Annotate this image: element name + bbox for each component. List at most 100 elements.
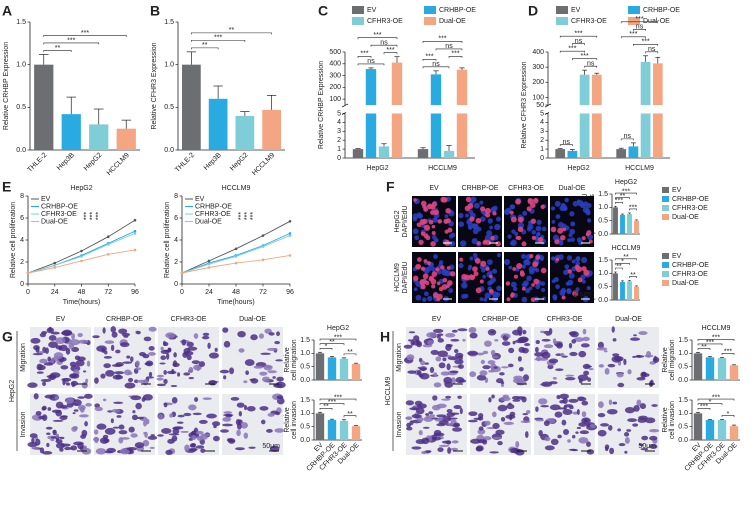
legend-swatch bbox=[662, 253, 669, 259]
nucleus bbox=[511, 229, 516, 234]
stained-cell bbox=[59, 436, 65, 440]
stained-cell bbox=[138, 352, 147, 357]
stained-cell bbox=[518, 367, 524, 372]
nucleus bbox=[490, 276, 497, 283]
nucleus bbox=[458, 212, 464, 219]
legend-label: CFHR3-OE bbox=[195, 211, 231, 218]
stained-cell bbox=[578, 437, 589, 444]
stained-cell bbox=[71, 333, 75, 340]
nucleus bbox=[567, 238, 572, 243]
significance-label: *** bbox=[451, 51, 459, 58]
stained-cell bbox=[110, 326, 117, 333]
bar bbox=[555, 149, 566, 158]
stained-cell bbox=[559, 393, 569, 400]
nucleus bbox=[551, 220, 556, 224]
stained-cell bbox=[431, 436, 442, 441]
stained-cell bbox=[586, 449, 595, 455]
stained-cell bbox=[445, 343, 451, 347]
stained-cell bbox=[453, 348, 459, 354]
significance-bracket bbox=[697, 407, 711, 410]
stained-cell bbox=[624, 450, 628, 454]
stained-cell bbox=[450, 447, 459, 451]
nucleus bbox=[461, 294, 466, 299]
y-tick-label: 2 bbox=[540, 137, 544, 144]
edu-cell bbox=[431, 231, 436, 236]
stained-cell bbox=[48, 334, 57, 341]
nucleus bbox=[414, 235, 420, 241]
edu-cell bbox=[529, 254, 534, 259]
y-tick-label: 0.5 bbox=[300, 364, 310, 371]
y-tick-label: 1.0 bbox=[300, 350, 310, 357]
stained-cell bbox=[513, 448, 519, 454]
nucleus bbox=[427, 295, 433, 302]
stained-cell bbox=[420, 360, 426, 366]
legend-label: EV bbox=[41, 196, 51, 203]
stained-cell bbox=[549, 404, 561, 411]
legend-label: Dual-OE bbox=[41, 218, 68, 225]
nucleus bbox=[523, 280, 529, 287]
stained-cell bbox=[45, 347, 49, 354]
edu-cell bbox=[475, 287, 482, 294]
stained-cell bbox=[110, 344, 115, 352]
stained-cell bbox=[147, 352, 156, 356]
stained-cell bbox=[499, 372, 505, 376]
stained-cell bbox=[516, 396, 525, 400]
bar bbox=[378, 146, 390, 158]
stained-cell bbox=[640, 447, 649, 451]
stained-cell bbox=[156, 383, 167, 387]
stained-cell bbox=[437, 417, 444, 421]
stained-cell bbox=[142, 394, 153, 401]
stained-cell bbox=[423, 416, 434, 422]
stained-cell bbox=[457, 364, 464, 369]
stained-cell bbox=[176, 421, 184, 424]
stained-cell bbox=[32, 352, 43, 356]
stained-cell bbox=[103, 363, 112, 369]
stained-cell bbox=[173, 426, 184, 430]
edu-cell bbox=[555, 257, 560, 262]
stained-cell bbox=[148, 346, 155, 351]
stained-cell bbox=[611, 326, 615, 333]
stained-cell bbox=[250, 378, 259, 384]
stained-cell bbox=[160, 346, 164, 351]
y-tick-label: 1.5 bbox=[678, 397, 688, 404]
x-tick-label: HepG2 bbox=[567, 165, 589, 172]
significance-label: ** bbox=[229, 27, 235, 34]
edu-cell bbox=[516, 262, 523, 269]
stained-cell bbox=[495, 429, 505, 435]
nucleus bbox=[461, 282, 468, 289]
significance-bracket bbox=[383, 52, 398, 55]
nucleus bbox=[540, 281, 546, 286]
legend-label: EV bbox=[571, 7, 581, 14]
stained-cell bbox=[243, 380, 248, 384]
stained-cell bbox=[213, 424, 217, 429]
stained-cell bbox=[148, 371, 153, 377]
significance-label: *** bbox=[724, 349, 732, 356]
edu-cell bbox=[430, 278, 437, 285]
nucleus bbox=[552, 234, 560, 241]
legend-swatch bbox=[352, 6, 364, 14]
stained-cell bbox=[116, 415, 122, 418]
stained-cell bbox=[31, 414, 43, 421]
bar bbox=[351, 426, 361, 440]
stained-cell bbox=[259, 371, 268, 376]
stained-cell bbox=[191, 434, 197, 441]
stained-cell bbox=[582, 363, 591, 370]
y-tick-label: 6 bbox=[174, 215, 178, 222]
stained-cell bbox=[517, 356, 522, 362]
stained-cell bbox=[118, 424, 125, 430]
nucleus bbox=[458, 221, 465, 228]
significance-label: *** bbox=[334, 394, 342, 401]
edu-cell bbox=[430, 241, 436, 247]
stained-cell bbox=[586, 441, 591, 447]
y-tick-label: 0.5 bbox=[678, 424, 688, 431]
stained-cell bbox=[51, 409, 62, 413]
y-tick-label: 6 bbox=[20, 215, 24, 222]
edu-cell bbox=[526, 206, 532, 212]
legend-swatch bbox=[662, 214, 669, 220]
stained-cell bbox=[518, 346, 526, 353]
significance-bracket bbox=[721, 353, 735, 355]
y-axis-label: Relative CRHBP Expression bbox=[318, 61, 325, 149]
nucleus bbox=[484, 292, 491, 299]
stained-cell bbox=[159, 362, 166, 365]
stained-cell bbox=[599, 423, 610, 427]
